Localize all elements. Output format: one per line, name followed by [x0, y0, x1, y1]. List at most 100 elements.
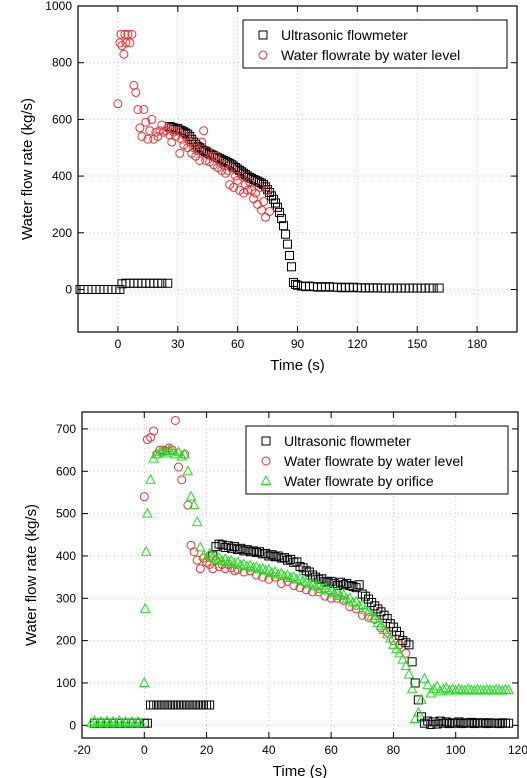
data-point-triangle	[419, 672, 430, 683]
data-point-circle	[382, 627, 392, 637]
data-point-triangle	[272, 568, 284, 579]
data-point-circle	[207, 151, 217, 161]
data-point-square	[351, 583, 361, 593]
data-point-triangle	[409, 712, 421, 723]
data-point-triangle	[291, 573, 303, 584]
data-point-square	[435, 716, 445, 726]
data-point-square	[432, 719, 442, 729]
data-point-square	[420, 718, 430, 728]
data-point-triangle	[223, 555, 234, 566]
data-point-triangle	[462, 683, 474, 694]
data-point-triangle	[350, 595, 362, 606]
x-tick-label: 150	[407, 337, 427, 351]
data-point-circle	[119, 49, 129, 59]
data-point-triangle	[163, 444, 175, 455]
data-point-circle	[113, 99, 123, 109]
data-point-square	[479, 718, 489, 728]
data-point-square	[454, 717, 464, 727]
data-point-circle	[192, 555, 202, 565]
y-tick-label: 100	[56, 676, 76, 690]
data-point-square	[357, 589, 367, 599]
data-point-triangle	[431, 680, 443, 691]
y-tick-label: 400	[56, 549, 76, 563]
data-point-triangle	[104, 717, 116, 728]
data-point-triangle	[356, 598, 368, 610]
data-point-circle	[125, 38, 135, 48]
data-point-square	[277, 214, 287, 224]
data-point-circle	[169, 127, 179, 137]
flow-rate-chart-top: 0 30 60 90 120 150 180 0 200 400 600 800 1000 Ultraso…	[19, 0, 518, 374]
data-point-square	[292, 557, 302, 567]
data-point-circle	[149, 426, 159, 436]
data-point-triangle	[487, 684, 499, 695]
data-point-triangle	[154, 446, 166, 457]
data-point-triangle	[400, 659, 412, 671]
plot-frame	[81, 411, 519, 739]
data-point-circle	[243, 185, 253, 195]
data-point-triangle	[229, 557, 240, 568]
data-point-circle	[153, 131, 163, 141]
data-point-square	[205, 700, 215, 710]
data-point-square	[267, 550, 277, 560]
data-point-square	[335, 577, 345, 587]
data-point-square	[264, 551, 274, 561]
x-axis-label: Time (s)	[270, 357, 324, 374]
data-point-circle	[229, 182, 239, 192]
data-point-triangle	[394, 647, 405, 658]
data-point-square	[291, 279, 301, 289]
data-point-triangle	[422, 679, 434, 690]
data-point-triangle	[469, 684, 480, 695]
data-point-square	[482, 719, 492, 729]
data-point-square	[248, 546, 258, 556]
data-point-triangle	[332, 586, 343, 597]
x-tick-label: 60	[231, 337, 245, 351]
data-point-square	[407, 657, 417, 667]
data-point-triangle	[459, 684, 471, 695]
data-point-triangle	[176, 450, 187, 461]
data-point-circle	[388, 636, 398, 646]
legend-marker-circle	[261, 456, 271, 466]
data-point-triangle	[140, 545, 152, 556]
data-point-triangle	[260, 564, 272, 575]
x-tick-label: 0	[141, 743, 148, 757]
data-point-square	[382, 614, 392, 624]
data-point-triangle	[328, 587, 340, 598]
data-point-square	[385, 619, 395, 629]
data-point-triangle	[403, 668, 415, 679]
data-point-triangle	[437, 683, 449, 694]
data-point-triangle	[182, 465, 194, 476]
data-point-square	[239, 546, 249, 556]
data-point-square	[273, 202, 283, 212]
data-point-square	[286, 554, 296, 564]
data-point-circle	[255, 182, 265, 192]
data-point-triangle	[391, 643, 402, 654]
legend-marker-square	[261, 436, 271, 446]
data-point-circle	[171, 131, 181, 141]
data-point-circle	[155, 126, 165, 136]
data-point-square	[401, 638, 411, 648]
data-point-circle	[121, 38, 131, 48]
y-axis-label: Water flow rate (kg/s)	[23, 504, 40, 646]
data-point-circle	[139, 104, 149, 114]
data-point-circle	[135, 123, 145, 133]
data-point-square	[429, 717, 439, 727]
data-point-triangle	[191, 516, 203, 527]
data-point-circle	[189, 547, 199, 557]
data-point-square	[287, 262, 297, 272]
data-point-triangle	[126, 715, 138, 726]
data-point-square	[270, 552, 280, 562]
data-point-circle	[195, 564, 205, 574]
data-point-triangle	[381, 628, 393, 639]
data-point-circle	[115, 38, 125, 48]
data-point-triangle	[416, 693, 427, 704]
data-point-triangle	[117, 717, 128, 728]
data-point-square	[494, 719, 504, 729]
data-point-circle	[120, 29, 130, 39]
data-point-triangle	[413, 706, 424, 717]
data-point-circle	[143, 134, 153, 144]
data-point-circle	[231, 171, 241, 181]
data-point-square	[469, 719, 479, 729]
data-point-triangle	[363, 605, 374, 616]
series-circle	[113, 29, 275, 222]
